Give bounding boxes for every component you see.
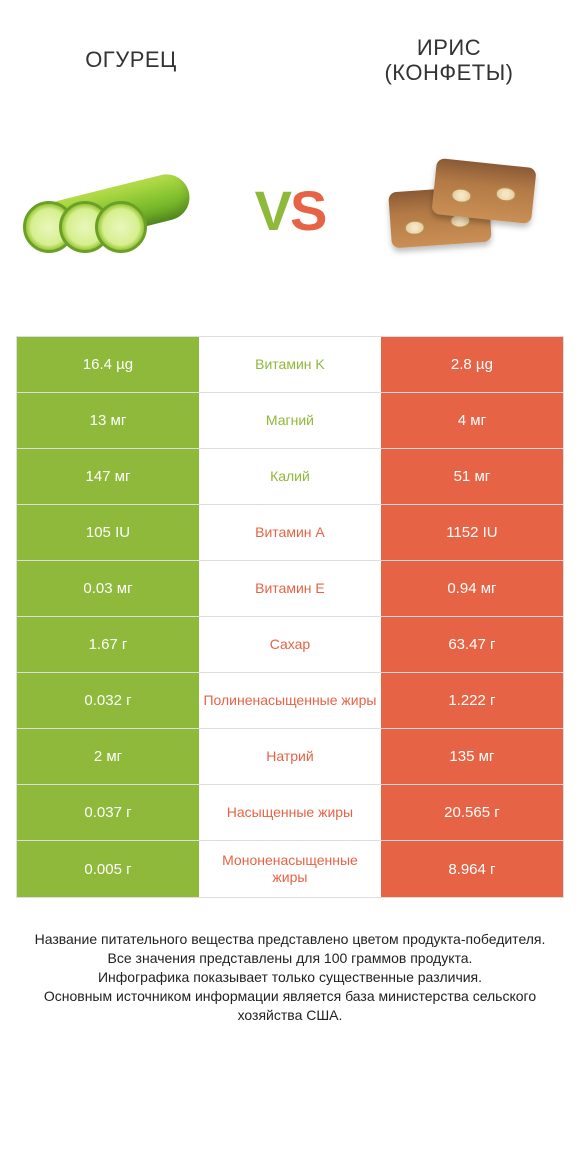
nutrient-label-cell: Насыщенные жиры bbox=[199, 785, 381, 840]
table-row: 147 мгКалий51 мг bbox=[17, 449, 563, 505]
nutrient-label-cell: Витамин A bbox=[199, 505, 381, 560]
footer-line: Все значения представлены для 100 граммо… bbox=[26, 949, 554, 968]
left-value-cell: 16.4 µg bbox=[17, 337, 199, 392]
table-row: 1.67 гСахар63.47 г bbox=[17, 617, 563, 673]
table-row: 13 мгМагний4 мг bbox=[17, 393, 563, 449]
table-row: 0.037 гНасыщенные жиры20.565 г bbox=[17, 785, 563, 841]
nutrient-label-cell: Витамин K bbox=[199, 337, 381, 392]
left-value-cell: 2 мг bbox=[17, 729, 199, 784]
right-value-cell: 4 мг bbox=[381, 393, 563, 448]
table-row: 2 мгНатрий135 мг bbox=[17, 729, 563, 785]
vs-v-letter: V bbox=[255, 179, 290, 242]
product-right-title: ИРИС (КОНФЕТЫ) bbox=[334, 35, 564, 86]
footer-notes: Название питательного вещества представл… bbox=[16, 930, 564, 1024]
right-value-cell: 0.94 мг bbox=[381, 561, 563, 616]
right-value-cell: 63.47 г bbox=[381, 617, 563, 672]
right-value-cell: 51 мг bbox=[381, 449, 563, 504]
nutrient-label-cell: Витамин E bbox=[199, 561, 381, 616]
right-value-cell: 20.565 г bbox=[381, 785, 563, 840]
left-value-cell: 0.03 мг bbox=[17, 561, 199, 616]
left-value-cell: 1.67 г bbox=[17, 617, 199, 672]
table-row: 16.4 µgВитамин K2.8 µg bbox=[17, 337, 563, 393]
table-row: 0.032 гПолиненасыщенные жиры1.222 г bbox=[17, 673, 563, 729]
table-row: 0.005 гМононенасыщенные жиры8.964 г bbox=[17, 841, 563, 897]
right-value-cell: 135 мг bbox=[381, 729, 563, 784]
left-value-cell: 0.032 г bbox=[17, 673, 199, 728]
product-right-title-line1: ИРИС bbox=[417, 35, 481, 60]
left-value-cell: 0.037 г bbox=[17, 785, 199, 840]
footer-line: Инфографика показывает только существенн… bbox=[26, 968, 554, 987]
cucumber-image bbox=[16, 130, 216, 290]
left-value-cell: 13 мг bbox=[17, 393, 199, 448]
nutrient-label-cell: Магний bbox=[199, 393, 381, 448]
footer-line: Название питательного вещества представл… bbox=[26, 930, 554, 949]
vs-label: VS bbox=[255, 178, 326, 243]
nutrient-label-cell: Сахар bbox=[199, 617, 381, 672]
footer-line: Основным источником информации является … bbox=[26, 987, 554, 1025]
vs-s-letter: S bbox=[290, 179, 325, 242]
product-right-title-line2: (КОНФЕТЫ) bbox=[384, 60, 513, 85]
nutrient-label-cell: Полиненасыщенные жиры bbox=[199, 673, 381, 728]
left-value-cell: 147 мг bbox=[17, 449, 199, 504]
product-images-row: VS bbox=[16, 110, 564, 310]
left-value-cell: 105 IU bbox=[17, 505, 199, 560]
right-value-cell: 1.222 г bbox=[381, 673, 563, 728]
right-value-cell: 2.8 µg bbox=[381, 337, 563, 392]
comparison-table: 16.4 µgВитамин K2.8 µg13 мгМагний4 мг147… bbox=[16, 336, 564, 898]
table-row: 0.03 мгВитамин E0.94 мг bbox=[17, 561, 563, 617]
infographic-container: ОГУРЕЦ ИРИС (КОНФЕТЫ) VS bbox=[0, 0, 580, 1174]
header-titles: ОГУРЕЦ ИРИС (КОНФЕТЫ) bbox=[16, 20, 564, 100]
right-value-cell: 1152 IU bbox=[381, 505, 563, 560]
right-value-cell: 8.964 г bbox=[381, 841, 563, 897]
nutrient-label-cell: Натрий bbox=[199, 729, 381, 784]
toffee-image bbox=[364, 130, 564, 290]
left-value-cell: 0.005 г bbox=[17, 841, 199, 897]
nutrient-label-cell: Калий bbox=[199, 449, 381, 504]
table-row: 105 IUВитамин A1152 IU bbox=[17, 505, 563, 561]
product-left-title: ОГУРЕЦ bbox=[16, 47, 246, 73]
nutrient-label-cell: Мононенасыщенные жиры bbox=[199, 841, 381, 897]
